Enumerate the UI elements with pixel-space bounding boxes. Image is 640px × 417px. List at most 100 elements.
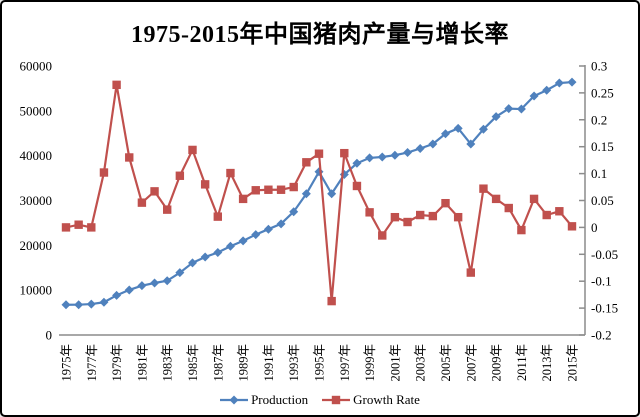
data-point-production [213, 248, 223, 258]
y-right-tick-label: -0.05 [591, 247, 618, 262]
data-point-production [542, 85, 552, 95]
data-point-production [453, 123, 463, 133]
data-point-growth-rate [567, 222, 577, 231]
data-point-production [162, 276, 172, 286]
data-point-growth-rate [327, 296, 336, 306]
data-point-growth-rate [314, 149, 324, 158]
y-right-tick-label: 0.1 [591, 166, 607, 181]
y-right-tick-label: -0.2 [591, 328, 612, 343]
data-point-growth-rate [542, 210, 551, 220]
y-right-tick-label: 0.05 [591, 193, 614, 208]
data-point-growth-rate [163, 205, 172, 214]
x-tick-label: 1997年 [338, 344, 352, 382]
data-point-growth-rate [150, 187, 159, 196]
data-point-growth-rate [529, 194, 539, 204]
data-point-growth-rate [238, 194, 248, 204]
data-point-production [289, 207, 299, 217]
x-tick-label: 1989年 [237, 344, 251, 382]
y-left-tick-label: 60000 [20, 59, 53, 74]
y-right-tick-label: 0.2 [591, 112, 607, 127]
data-point-production [504, 104, 514, 114]
data-point-production [441, 129, 450, 139]
data-point-growth-rate [365, 208, 374, 217]
data-point-growth-rate [175, 171, 185, 180]
data-point-production [314, 167, 324, 177]
data-point-growth-rate [340, 148, 349, 158]
data-point-growth-rate [390, 212, 400, 222]
x-tick-label: 2001年 [388, 344, 402, 382]
data-point-growth-rate [112, 80, 121, 90]
y-right-tick-label: 0 [591, 220, 598, 235]
x-tick-label: 1979年 [110, 344, 124, 382]
data-point-production [491, 112, 501, 122]
data-point-growth-rate [251, 186, 260, 195]
data-point-production [478, 124, 488, 134]
legend: Production Growth Rate [2, 392, 638, 408]
data-point-growth-rate [264, 185, 273, 194]
y-right-tick-label: 0.15 [591, 139, 614, 154]
x-tick-label: 2011年 [515, 344, 529, 381]
data-point-growth-rate [226, 168, 235, 178]
data-point-production [86, 299, 96, 309]
data-point-growth-rate [74, 220, 83, 229]
x-tick-label: 1983年 [161, 344, 175, 382]
data-point-growth-rate [87, 223, 96, 232]
data-point-production [554, 78, 564, 88]
data-point-production [112, 290, 122, 300]
series-growth-rate [61, 80, 577, 306]
data-point-production [352, 158, 362, 168]
data-point-growth-rate [428, 211, 438, 221]
data-point-growth-rate [378, 231, 387, 240]
x-tick-label: 2005年 [439, 344, 453, 382]
chart-title: 1975-2015年中国猪肉产量与增长率 [131, 22, 509, 48]
data-point-production [200, 252, 210, 262]
data-point-production [238, 236, 248, 246]
x-tick-label: 1995年 [313, 344, 327, 382]
legend-marker [331, 395, 341, 405]
y-left-tick-label: 10000 [20, 283, 53, 298]
data-point-production [175, 268, 185, 278]
y-left-tick-label: 40000 [20, 148, 53, 163]
data-point-production [263, 224, 273, 234]
legend-item-growth-rate: Growth Rate [322, 392, 420, 408]
y-right-tick-label: -0.1 [591, 274, 612, 289]
series-production [61, 77, 577, 310]
data-point-production [61, 300, 71, 310]
data-point-production [251, 230, 261, 240]
data-point-growth-rate [188, 145, 197, 155]
x-tick-label: 1975年 [60, 344, 74, 382]
data-point-growth-rate [289, 182, 298, 192]
data-point-growth-rate [200, 180, 210, 189]
data-point-production [276, 219, 286, 229]
data-point-growth-rate [403, 217, 412, 227]
data-point-growth-rate [276, 185, 286, 194]
y-left-tick-label: 0 [46, 328, 53, 343]
data-point-growth-rate [213, 212, 222, 221]
data-point-production [188, 258, 197, 268]
legend-marker [229, 395, 239, 405]
x-tick-label: 2009年 [490, 344, 504, 382]
data-point-growth-rate [491, 194, 501, 204]
data-point-growth-rate [125, 153, 134, 162]
data-point-production [516, 104, 526, 114]
data-point-production [567, 77, 577, 87]
data-point-production [428, 139, 438, 149]
data-point-growth-rate [466, 268, 475, 277]
data-point-growth-rate [504, 203, 513, 213]
y-left-tick-label: 30000 [20, 193, 53, 208]
legend-item-production: Production [220, 392, 308, 408]
data-point-growth-rate [137, 198, 147, 207]
data-point-growth-rate [99, 168, 109, 177]
data-point-production [150, 278, 160, 288]
y-right-tick-label: 0.25 [591, 85, 614, 100]
x-tick-label: 2013年 [540, 344, 554, 382]
y-right-tick-label: 0.3 [591, 59, 607, 74]
data-point-production [390, 150, 400, 160]
data-point-production [365, 153, 375, 163]
growth-rate-legend-marker [322, 395, 351, 405]
data-point-production [466, 139, 476, 149]
x-tick-label: 2007年 [464, 344, 478, 382]
data-point-growth-rate [302, 158, 311, 167]
x-tick-label: 2003年 [414, 344, 428, 382]
